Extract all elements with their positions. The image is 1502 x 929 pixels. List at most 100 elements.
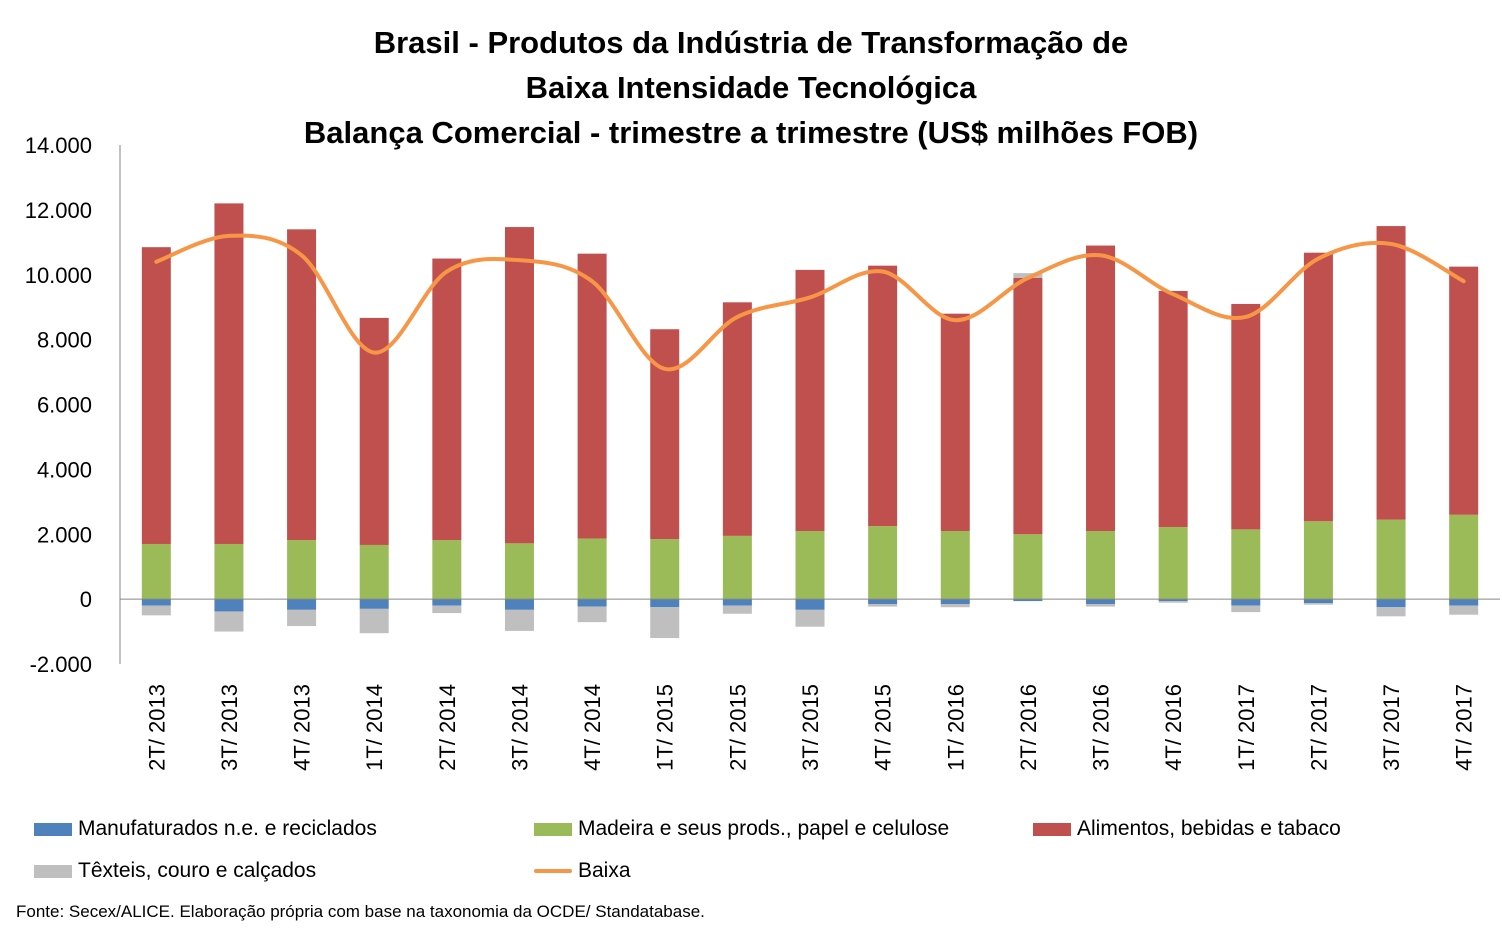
bar-madeira — [1303, 521, 1333, 600]
bar-texteis — [1449, 605, 1479, 615]
bar-manufaturados — [1231, 599, 1261, 606]
legend-swatch-texteis — [34, 864, 72, 878]
bar-texteis — [359, 608, 389, 634]
bar-manufaturados — [504, 599, 534, 610]
x-tick-label: 3T/ 2013 — [217, 684, 242, 771]
bar-texteis — [504, 609, 534, 631]
y-tick-label: -2.000 — [30, 652, 92, 677]
x-tick-label: 1T/ 2015 — [653, 684, 678, 771]
bar-alimentos — [1158, 290, 1188, 528]
bar-madeira — [1086, 531, 1116, 600]
x-tick-label: 1T/ 2017 — [1234, 684, 1259, 771]
bar-madeira — [868, 526, 898, 600]
bar-manufaturados — [868, 599, 898, 604]
bar-madeira — [577, 538, 607, 600]
bar-manufaturados — [432, 599, 462, 606]
y-tick-label: 10.000 — [25, 263, 92, 288]
bar-madeira — [650, 539, 680, 600]
bar-madeira — [940, 531, 970, 600]
bar-manufaturados — [577, 599, 607, 607]
bar-texteis — [650, 607, 680, 639]
chart-title: Brasil - Produtos da Indústria de Transf… — [0, 20, 1502, 155]
bar-alimentos — [504, 227, 534, 544]
bar-texteis — [1086, 603, 1116, 607]
bar-madeira — [432, 540, 462, 600]
bar-alimentos — [722, 302, 752, 536]
bar-alimentos — [577, 253, 607, 539]
bar-madeira — [1449, 514, 1479, 600]
bar-texteis — [1303, 603, 1333, 605]
bar-manufaturados — [1376, 599, 1406, 608]
bar-manufaturados — [359, 599, 389, 609]
legend-label-madeira: Madeira e seus prods., papel e celulose — [578, 817, 950, 840]
x-tick-label: 2T/ 2016 — [1016, 684, 1041, 771]
y-tick-label: 6.000 — [37, 393, 92, 418]
bar-alimentos — [1449, 266, 1479, 515]
legend-swatch-manufaturados — [34, 822, 72, 836]
bar-alimentos — [1303, 252, 1333, 522]
bar-manufaturados — [1158, 599, 1188, 602]
bar-texteis — [795, 609, 825, 627]
bar-madeira — [287, 540, 317, 600]
bar-texteis — [1231, 605, 1261, 613]
x-tick-label: 2T/ 2013 — [144, 684, 169, 771]
bar-texteis — [1376, 607, 1406, 617]
bar-manufaturados — [1013, 599, 1043, 602]
bar-madeira — [141, 543, 171, 600]
legend-item-alimentos: Alimentos, bebidas e tabaco — [1033, 817, 1341, 841]
bar-madeira — [504, 543, 534, 600]
bar-madeira — [1231, 529, 1261, 600]
y-tick-label: 0 — [80, 587, 92, 612]
bar-manufaturados — [795, 599, 825, 610]
bar-texteis — [940, 603, 970, 608]
y-tick-label: 8.000 — [37, 328, 92, 353]
bar-texteis — [1013, 273, 1043, 278]
bar-alimentos — [141, 247, 171, 544]
legend-item-texteis: Têxteis, couro e calçados — [34, 859, 316, 883]
legend-label-baixa: Baixa — [578, 859, 631, 882]
bar-alimentos — [432, 258, 462, 541]
chart-title-line-1: Brasil - Produtos da Indústria de Transf… — [373, 25, 1129, 60]
x-tick-label: 4T/ 2017 — [1452, 684, 1477, 771]
legend-item-manufaturados: Manufaturados n.e. e reciclados — [34, 817, 377, 841]
legend-label-manufaturados: Manufaturados n.e. e reciclados — [78, 817, 377, 840]
x-tick-label: 1T/ 2014 — [362, 684, 387, 771]
y-tick-label: 2.000 — [37, 522, 92, 547]
chart-title-line-2: Baixa Intensidade Tecnológica — [525, 70, 977, 105]
x-tick-label: 3T/ 2017 — [1379, 684, 1404, 771]
bar-manufaturados — [1086, 599, 1116, 604]
x-tick-label: 4T/ 2015 — [871, 684, 896, 771]
bar-alimentos — [1376, 226, 1406, 520]
legend-item-madeira: Madeira e seus prods., papel e celulose — [534, 817, 949, 841]
bar-madeira — [1158, 527, 1188, 600]
bar-madeira — [1376, 519, 1406, 600]
bar-madeira — [1013, 534, 1043, 600]
source-note: Fonte: Secex/ALICE. Elaboração própria c… — [16, 902, 705, 921]
bar-texteis — [577, 606, 607, 623]
y-tick-label: 4.000 — [37, 457, 92, 482]
x-tick-label: 3T/ 2014 — [507, 684, 532, 771]
x-tick-label: 3T/ 2015 — [798, 684, 823, 771]
bar-texteis — [1158, 601, 1188, 603]
bar-texteis — [432, 605, 462, 614]
bar-madeira — [795, 531, 825, 600]
x-tick-label: 1T/ 2016 — [943, 684, 968, 771]
bar-alimentos — [1086, 245, 1116, 532]
bar-alimentos — [287, 229, 317, 541]
bar-alimentos — [1231, 303, 1261, 530]
legend-swatch-alimentos — [1033, 822, 1071, 836]
bar-alimentos — [359, 317, 389, 545]
x-tick-label: 2T/ 2014 — [435, 684, 460, 771]
legend-line-baixa — [534, 869, 572, 873]
legend-label-alimentos: Alimentos, bebidas e tabaco — [1077, 817, 1341, 840]
y-tick-label: 14.000 — [25, 133, 92, 158]
bar-manufaturados — [214, 599, 244, 612]
bar-manufaturados — [1449, 599, 1479, 606]
bar-madeira — [214, 543, 244, 600]
bar-manufaturados — [287, 599, 317, 610]
bar-manufaturados — [940, 599, 970, 604]
x-tick-label: 4T/ 2014 — [580, 684, 605, 771]
x-tick-label: 3T/ 2016 — [1089, 684, 1114, 771]
bar-texteis — [141, 605, 171, 616]
bar-texteis — [868, 603, 898, 607]
